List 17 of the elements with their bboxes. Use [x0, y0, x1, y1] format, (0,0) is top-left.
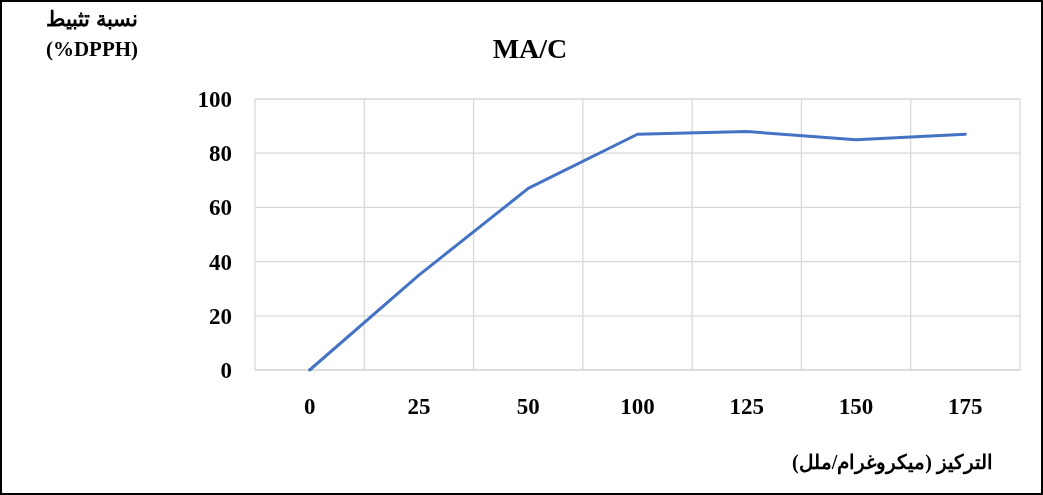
x-tick-label: 175	[948, 394, 983, 419]
x-tick-label: 125	[729, 394, 765, 419]
x-tick-label: 100	[620, 394, 655, 419]
y-axis-title: نسبة تثبيط (%DPPH)	[44, 6, 140, 63]
x-tick-label: 25	[407, 394, 431, 419]
x-tick-label: 150	[838, 394, 874, 419]
x-axis-title: التركيز (ميكروغرام/ملل)	[792, 450, 993, 474]
line-series	[308, 130, 967, 372]
y-tick-label: 40	[209, 249, 232, 275]
chart-title: MA/C	[492, 33, 568, 64]
y-tick-label: 80	[209, 141, 232, 167]
y-tick-label: 20	[209, 303, 232, 329]
x-tick-label: 0	[303, 394, 316, 419]
y-tick-label: 100	[197, 87, 232, 112]
y-tick-label: 0	[220, 358, 232, 383]
x-tick-label: 50	[516, 394, 540, 419]
y-tick-label: 60	[209, 195, 232, 221]
